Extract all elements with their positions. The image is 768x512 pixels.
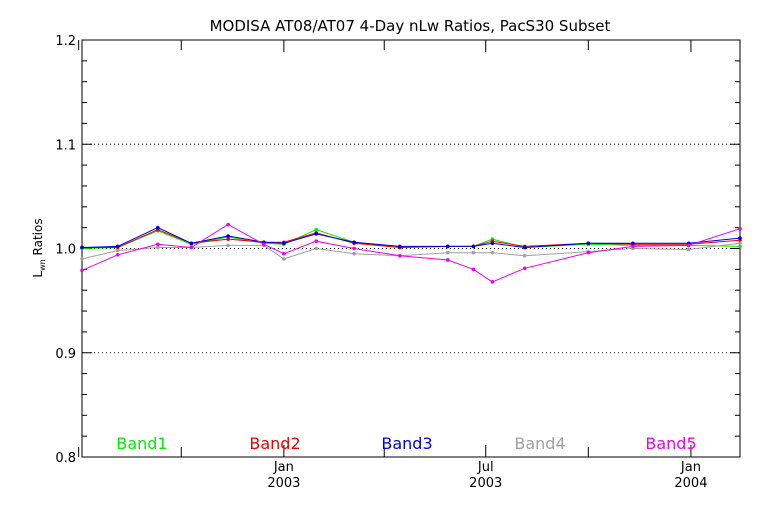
y-axis-label-sub: wn [38, 259, 47, 271]
data-point-band5 [80, 268, 84, 273]
x-tick-label: Jan [273, 460, 294, 475]
data-point-band4 [156, 245, 160, 250]
data-point-band4 [446, 250, 450, 255]
legend-entry-band1: Band1 [116, 434, 167, 453]
series-line-band5 [81, 223, 741, 283]
data-point-band4 [738, 241, 742, 246]
series-line-band4 [81, 242, 741, 260]
data-point-band4 [314, 246, 319, 251]
data-point-band4 [115, 248, 120, 253]
data-point-band3 [80, 245, 84, 250]
data-point-band5 [352, 246, 356, 251]
data-point-band4 [80, 257, 84, 261]
x-tick-label: 2003 [469, 476, 502, 491]
data-point-band5 [686, 243, 691, 248]
data-point-band5 [156, 242, 160, 247]
y-tick-label: 0.9 [55, 347, 76, 362]
data-point-band3 [226, 234, 230, 238]
data-point-band4 [686, 247, 691, 252]
data-point-band4 [226, 243, 230, 248]
data-point-band4 [282, 257, 286, 261]
data-point-band3 [115, 244, 120, 249]
series-line-band1 [81, 229, 741, 249]
legend-entry-band2: Band2 [249, 434, 300, 453]
data-point-band4 [471, 250, 476, 255]
data-point-band3 [631, 241, 635, 246]
legend-entry-band3: Band3 [381, 434, 432, 453]
legend-entry-band5: Band5 [645, 434, 696, 453]
series-line-band3 [81, 227, 741, 249]
x-tick-label: Jul [477, 460, 494, 475]
data-point-band3 [156, 225, 160, 230]
data-point-band3 [446, 244, 450, 249]
data-point-band5 [738, 226, 742, 231]
data-point-band3 [189, 241, 194, 246]
data-point-band2 [226, 237, 230, 241]
data-point-band3 [398, 244, 402, 249]
data-point-band4 [522, 253, 527, 258]
data-point-band5 [631, 244, 635, 249]
data-point-band3 [490, 241, 495, 246]
data-point-band4 [352, 251, 356, 256]
data-point-band5 [586, 250, 591, 255]
data-point-band5 [398, 253, 402, 258]
data-point-band3 [522, 245, 527, 250]
data-point-band5 [446, 258, 450, 262]
y-tick-label: 1.2 [55, 34, 76, 49]
data-point-band3 [314, 232, 319, 236]
x-tick-label: Jan [680, 460, 701, 475]
data-point-band5 [282, 251, 286, 256]
data-point-band3 [282, 241, 286, 246]
data-point-band5 [226, 222, 230, 227]
data-point-band5 [115, 252, 120, 257]
data-point-band5 [490, 280, 495, 284]
y-tick-label: 1.0 [55, 243, 76, 258]
data-point-band1 [738, 244, 742, 249]
x-tick-label: 2004 [674, 476, 707, 491]
y-tick-label: 0.8 [55, 451, 76, 466]
data-point-band1 [314, 227, 319, 232]
data-point-band3 [586, 241, 591, 246]
chart-title: MODISA AT08/AT07 4-Day nLw Ratios, PacS3… [210, 17, 611, 35]
x-tick-label: 2003 [267, 476, 300, 491]
data-point-band5 [189, 245, 194, 250]
y-axis-label: Lwn Ratios [31, 218, 47, 277]
data-point-band3 [352, 240, 356, 245]
legend: Band1 Band2 Band3 Band4 Band5 [116, 434, 696, 453]
data-point-band5 [522, 266, 527, 271]
data-point-band5 [314, 239, 319, 244]
data-point-band5 [261, 242, 266, 247]
data-point-band3 [738, 236, 742, 240]
data-point-band4 [490, 250, 495, 255]
y-tick-label: 1.1 [55, 138, 76, 153]
data-point-band3 [471, 244, 476, 249]
data-point-band5 [471, 267, 476, 272]
y-axis-label-main: L [31, 271, 45, 278]
y-axis-label-rest: Ratios [31, 218, 45, 259]
legend-entry-band4: Band4 [514, 434, 565, 453]
